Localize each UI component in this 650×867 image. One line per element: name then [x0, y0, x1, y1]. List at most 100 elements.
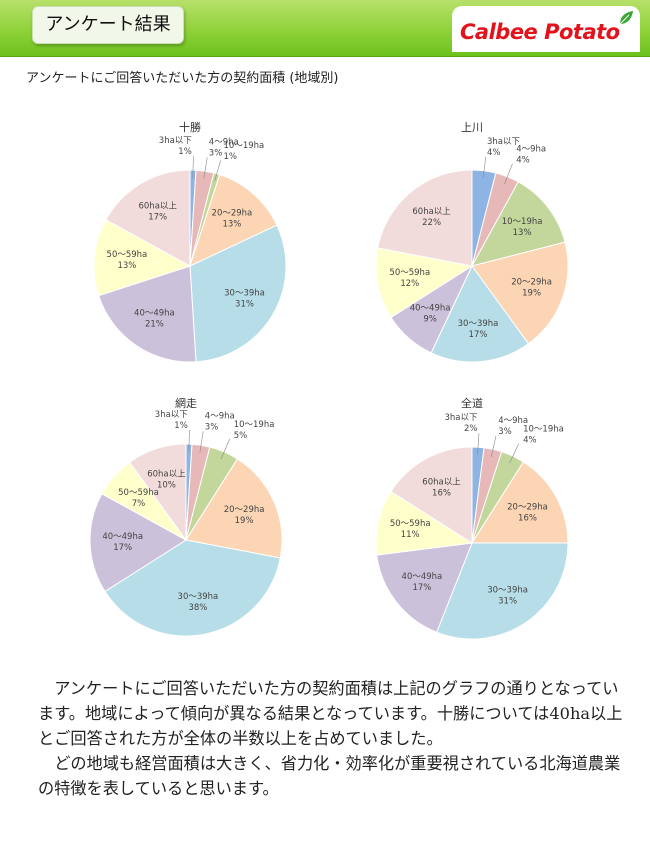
leader-line	[482, 156, 487, 179]
slice-label: 10～19ha	[523, 424, 564, 434]
slice-label: 4～9ha	[209, 138, 239, 148]
slice-label: 3ha以下	[155, 410, 189, 420]
slice-label: 10～19ha	[224, 141, 265, 151]
slice-percent: 3%	[205, 423, 219, 433]
leader-line	[203, 157, 208, 179]
pie-slice	[436, 542, 569, 640]
slice-label: 50～59ha	[390, 519, 431, 529]
leader-line	[188, 430, 190, 452]
slice-percent: 11%	[401, 530, 420, 540]
pie-slice	[189, 224, 287, 363]
pie-title: 網走	[175, 396, 197, 410]
slice-percent: 3%	[209, 149, 223, 159]
slice-label: 40～49ha	[134, 308, 175, 318]
slice-percent: 1%	[224, 152, 238, 162]
slice-percent: 12%	[400, 279, 419, 289]
pie-slice	[376, 542, 473, 633]
pie-charts: 十勝3ha以下1%4～9ha3%10～19ha1%20～29ha13%30～39…	[89, 120, 569, 640]
pie-slice	[128, 443, 187, 542]
slice-label: 10～19ha	[234, 420, 275, 430]
slice-percent: 4%	[487, 148, 501, 158]
pie-slice	[430, 265, 530, 363]
pie-slice	[375, 247, 474, 319]
slice-percent: 16%	[432, 489, 451, 499]
slice-percent: 2%	[464, 424, 478, 434]
calbee-potato-logo: Calbee Potato	[452, 6, 640, 52]
pie-slice	[105, 169, 191, 267]
slice-label: 50～59ha	[118, 488, 159, 498]
leaf-icon	[619, 11, 633, 25]
pie-title: 十勝	[179, 120, 201, 134]
leader-line	[214, 160, 221, 182]
pie-slice	[93, 219, 192, 297]
slice-label: 4～9ha	[205, 412, 235, 422]
slice-label: 40～49ha	[102, 532, 143, 542]
slice-label: 30～39ha	[224, 288, 265, 298]
leader-line	[504, 163, 513, 184]
leader-line	[490, 435, 497, 457]
leader-line	[477, 433, 480, 455]
pie-slice	[471, 181, 566, 267]
slice-percent: 21%	[145, 319, 164, 329]
slice-percent: 17%	[469, 330, 488, 340]
logo-text: Calbee Potato	[460, 20, 620, 44]
slice-label: 60ha以上	[412, 207, 451, 217]
slice-label: 3ha以下	[444, 413, 478, 423]
slice-label: 20～29ha	[511, 278, 552, 288]
slice-percent: 17%	[412, 583, 431, 593]
slice-label: 3ha以下	[159, 136, 193, 146]
slice-label: 40～49ha	[402, 572, 443, 582]
pie-title: 上川	[461, 121, 483, 134]
slice-label: 30～39ha	[487, 585, 528, 595]
page-title: アンケート結果	[32, 6, 184, 44]
pie-slice	[98, 265, 197, 363]
slice-percent: 4%	[523, 435, 537, 445]
slice-label: 30～39ha	[178, 592, 219, 602]
pie-title: 全道	[461, 396, 483, 410]
slice-label: 40～49ha	[410, 304, 451, 314]
slice-percent: 38%	[188, 603, 207, 613]
slice-percent: 1%	[174, 421, 188, 431]
slice-label: 20～29ha	[212, 209, 253, 219]
slice-label: 60ha以上	[147, 470, 186, 480]
summary-paragraph-1: アンケートにご回答いただいた方の契約面積は上記のグラフの通りとなっています。地域…	[38, 679, 623, 748]
slice-percent: 13%	[513, 228, 532, 238]
slice-percent: 19%	[235, 516, 254, 526]
summary-paragraph-2: どの地域も経営面積は大きく、省力化・効率化が重要視されている北海道農業の特徴を表…	[38, 754, 621, 798]
summary-text: アンケートにご回答いただいた方の契約面積は上記のグラフの通りとなっています。地域…	[38, 676, 628, 801]
chart-subtitle: アンケートにご回答いただいた方の契約面積 (地域別)	[26, 71, 339, 86]
slice-percent: 1%	[178, 147, 192, 157]
pie-slice	[471, 241, 569, 345]
slice-percent: 3%	[498, 427, 512, 437]
header-bar: アンケート結果 Calbee Potato	[0, 0, 650, 57]
pie-slice	[89, 493, 187, 593]
slice-percent: 31%	[498, 596, 517, 606]
slice-label: 4～9ha	[516, 144, 546, 154]
pie-slice	[390, 446, 473, 544]
slice-percent: 31%	[235, 299, 254, 309]
pie-slice	[189, 174, 278, 267]
slice-label: 3ha以下	[487, 137, 521, 147]
pie-slice	[377, 169, 473, 267]
slice-percent: 16%	[518, 514, 537, 524]
pie-slice	[471, 461, 569, 544]
slice-label: 30～39ha	[458, 319, 499, 329]
slice-percent: 9%	[423, 315, 437, 325]
slice-percent: 13%	[222, 220, 241, 230]
slice-percent: 17%	[113, 543, 132, 553]
pie-slice	[185, 458, 283, 559]
slice-label: 60ha以上	[422, 478, 461, 488]
leader-line	[509, 443, 520, 464]
slice-label: 20～29ha	[224, 505, 265, 515]
slice-label: 50～59ha	[389, 268, 430, 278]
slice-percent: 5%	[234, 431, 248, 441]
slice-label: 4～9ha	[498, 416, 528, 426]
leader-line	[199, 431, 204, 453]
slice-percent: 13%	[117, 261, 136, 271]
slice-label: 10～19ha	[502, 217, 543, 227]
slice-percent: 19%	[522, 289, 541, 299]
slice-percent: 10%	[157, 481, 176, 491]
